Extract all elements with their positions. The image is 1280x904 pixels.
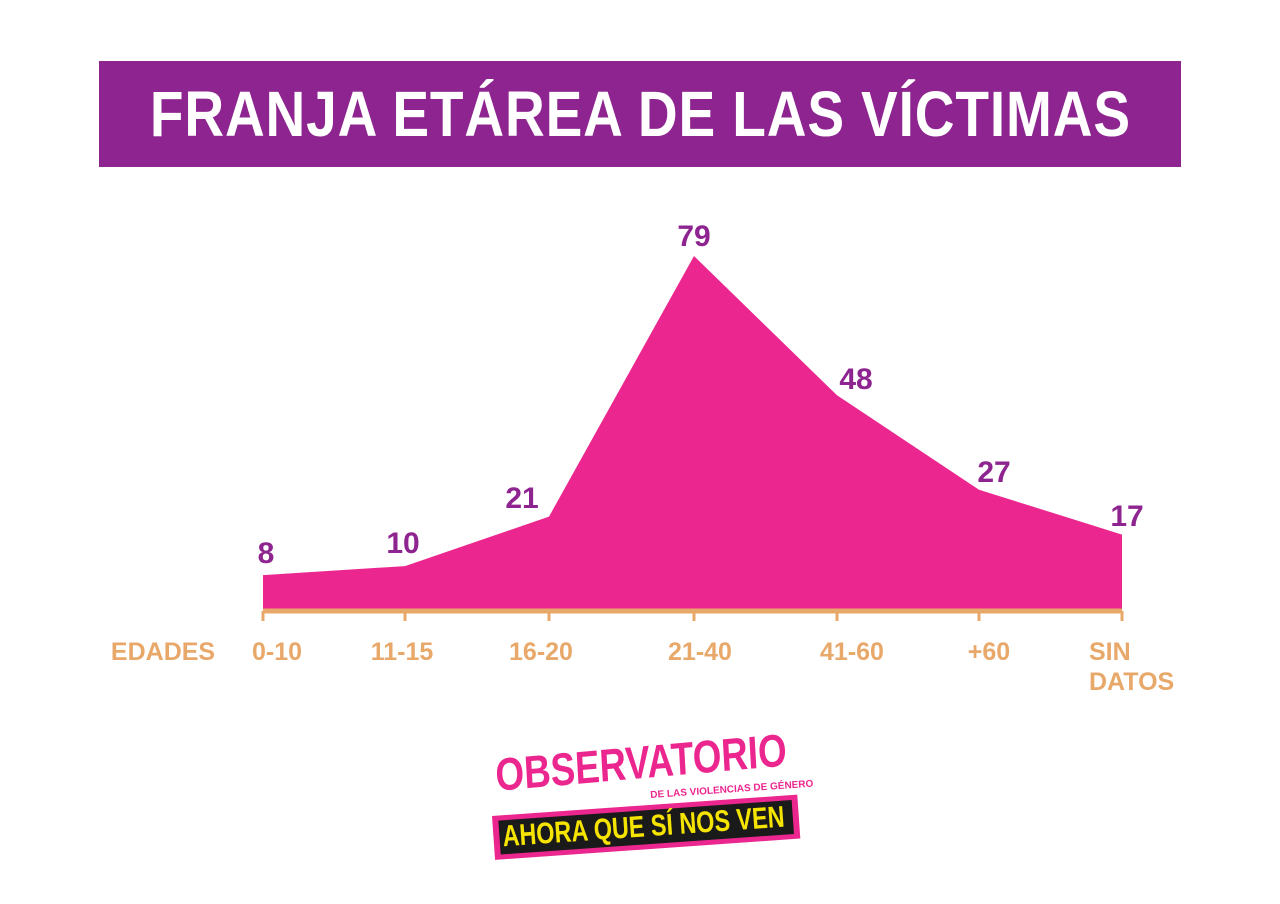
x-tick-label: 41-60 [820,638,884,666]
data-label: 21 [505,482,538,515]
x-axis-label: EDADES [111,638,215,666]
area-series [263,256,1122,611]
data-label: 27 [977,456,1010,489]
title-banner: FRANJA ETÁREA DE LAS VÍCTIMAS [99,61,1181,167]
data-label: 10 [386,527,419,560]
x-tick-label: 21-40 [668,638,732,666]
x-tick-label: 16-20 [509,638,573,666]
x-tick-label: SIN DATOS [1089,638,1174,696]
x-tick-label: 11-15 [371,638,434,666]
data-label: 48 [839,363,872,396]
data-label: 8 [258,537,275,570]
observatorio-logo: OBSERVATORIO DE LAS VIOLENCIAS DE GÉNERO… [490,724,814,878]
x-tick-label: +60 [968,638,1010,666]
chart-title: FRANJA ETÁREA DE LAS VÍCTIMAS [149,78,1131,150]
logo-ahora-que-si-nos-ven-text: AHORA QUE SÍ NOS VEN [501,800,786,854]
x-tick-label: 0-10 [252,638,302,666]
data-label: 17 [1110,500,1143,533]
data-label: 79 [677,220,710,253]
logo-banner: AHORA QUE SÍ NOS VEN [492,794,801,860]
